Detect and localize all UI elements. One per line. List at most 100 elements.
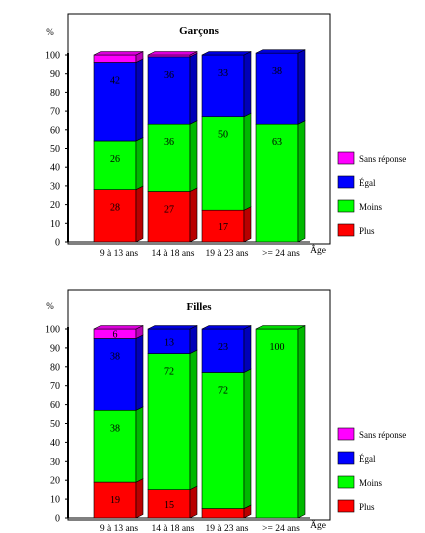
bar-top: [255, 325, 306, 330]
legend-label: Plus: [359, 226, 375, 236]
bar-side: [135, 185, 144, 243]
bar-side: [297, 120, 306, 243]
legend-label: Sans réponse: [359, 430, 406, 440]
bar-segment: [201, 112, 252, 211]
data-label: 63: [272, 137, 282, 148]
y-tick-label: 30: [50, 457, 60, 468]
y-tick-label: 100: [45, 325, 60, 336]
y-tick-label: 90: [50, 69, 60, 80]
bar-face: [147, 489, 191, 519]
legend-swatch: [337, 451, 355, 465]
data-label: 13: [164, 337, 174, 348]
legend-swatch: [337, 151, 355, 165]
data-label: 17: [218, 222, 228, 233]
legend-item-egal: Égal: [337, 175, 376, 189]
y-tick-label: 10: [50, 219, 60, 230]
y-tick-label: 100: [45, 51, 60, 62]
bar-side: [135, 137, 144, 191]
bar-side: [189, 120, 198, 192]
bar-side: [297, 49, 306, 125]
y-tick-label: 40: [50, 163, 60, 174]
bar-face: [201, 116, 245, 211]
bar-segment: [201, 368, 252, 510]
bar-face: [201, 209, 245, 243]
bar-segment: [201, 325, 252, 373]
y-tick-label: 60: [50, 125, 60, 136]
bar-face: [147, 123, 191, 192]
chart-title: Garçons: [179, 25, 219, 37]
legend-label: Égal: [359, 454, 376, 464]
bar-top: [147, 325, 198, 330]
bar-face: [93, 189, 137, 243]
bar-face: [147, 191, 191, 243]
bar-side: [135, 406, 144, 483]
data-label: 38: [110, 423, 120, 434]
y-tick-label: 0: [55, 238, 60, 249]
bar-segment: [147, 349, 198, 491]
bar-segment: [255, 325, 306, 519]
bar-face: [201, 54, 245, 118]
legend-item-sans_reponse: Sans réponse: [337, 427, 406, 441]
bar-side: [243, 206, 252, 243]
legend-swatch: [337, 427, 355, 441]
x-tick-label: 19 à 23 ans: [205, 249, 248, 259]
legend-swatch: [337, 199, 355, 213]
legend-item-egal: Égal: [337, 451, 376, 465]
bar-face: [93, 409, 137, 483]
data-label: 36: [164, 137, 174, 148]
legend-label: Sans réponse: [359, 154, 406, 164]
y-tick-label: 60: [50, 400, 60, 411]
bar-segment: [93, 58, 144, 142]
legend-swatch: [337, 475, 355, 489]
bar-top: [201, 51, 252, 56]
y-tick-label: 70: [50, 381, 60, 392]
x-tick-label: 9 à 13 ans: [100, 524, 139, 533]
data-label: 26: [110, 154, 120, 165]
legend-item-plus: Plus: [337, 223, 375, 237]
bar-segment: [93, 137, 144, 191]
y-axis-label: %: [46, 27, 54, 37]
bar-segment: [147, 51, 198, 58]
x-tick-label: 14 à 18 ans: [151, 249, 194, 259]
bar-segment: [93, 406, 144, 483]
data-label: 19: [110, 495, 120, 506]
legend-swatch: [337, 175, 355, 189]
y-tick-label: 90: [50, 343, 60, 354]
bar-segment: [147, 187, 198, 243]
x-tick-label: >= 24 ans: [262, 249, 300, 259]
y-tick-label: 20: [50, 476, 60, 487]
bar-face: [201, 372, 245, 509]
data-label: 42: [110, 75, 120, 86]
data-label: 38: [272, 66, 282, 77]
bar-top: [93, 51, 144, 56]
bar-face: [93, 338, 137, 411]
bar-side: [189, 52, 198, 125]
bar-top: [201, 325, 252, 330]
legend-item-sans_reponse: Sans réponse: [337, 151, 406, 165]
bar-segment: [255, 120, 306, 243]
bar-side: [135, 334, 144, 411]
bar-segment: [93, 478, 144, 519]
chart-title: Filles: [186, 301, 212, 313]
data-label: 28: [110, 203, 120, 214]
x-tick-label: >= 24 ans: [262, 524, 300, 533]
bar-side: [243, 368, 252, 510]
bar-face: [255, 52, 299, 125]
data-label: 15: [164, 500, 174, 511]
bar-side: [135, 478, 144, 519]
y-tick-label: 50: [50, 419, 60, 430]
bar-face: [201, 508, 245, 519]
data-label: 33: [218, 68, 228, 79]
chart-filles: Filles% 0 10 20 30 40 50 60 70 80 90 100 19 38 38 6 9 à …: [45, 289, 406, 533]
legend-item-plus: Plus: [337, 499, 375, 513]
bar-side: [189, 485, 198, 519]
bar-face: [201, 328, 245, 373]
data-label: 50: [218, 130, 228, 141]
bar-top: [147, 51, 198, 56]
bar-face: [147, 353, 191, 490]
bar-segment: [147, 52, 198, 125]
bar-segment: [147, 325, 198, 355]
x-tick-label: 9 à 13 ans: [100, 249, 139, 259]
bar-segment: [201, 51, 252, 118]
bar-face: [93, 54, 137, 63]
